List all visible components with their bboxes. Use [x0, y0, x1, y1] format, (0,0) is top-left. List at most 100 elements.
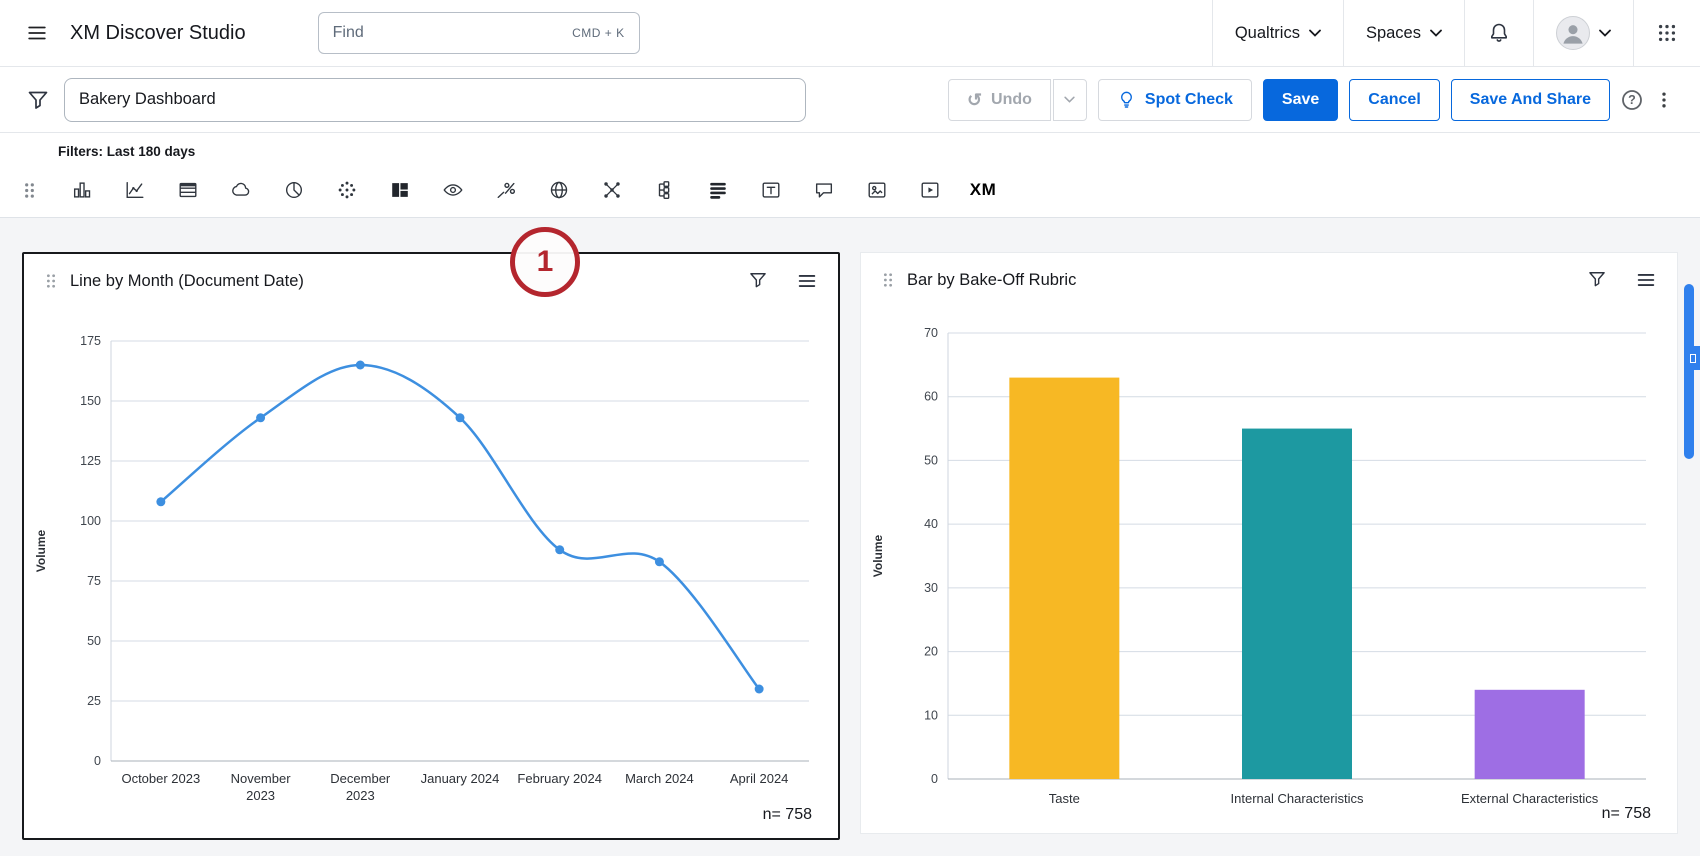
panel-toggle-icon	[1690, 353, 1696, 363]
edit-bar: ↺ Undo Spot Check Save Cancel Save And S…	[0, 67, 1700, 133]
undo-label: Undo	[991, 90, 1032, 108]
widget-filter-icon[interactable]	[748, 270, 768, 292]
svg-text:60: 60	[924, 390, 938, 404]
spot-check-button[interactable]: Spot Check	[1097, 78, 1252, 121]
apps-grid-button[interactable]	[1633, 0, 1700, 66]
scrollbar-thumb[interactable]	[1684, 284, 1694, 459]
svg-text:150: 150	[80, 394, 101, 408]
cancel-label: Cancel	[1368, 90, 1421, 108]
svg-text:50: 50	[924, 453, 938, 467]
sample-size-label: n= 758	[1601, 805, 1651, 822]
svg-text:November: November	[231, 771, 292, 786]
image-widget-icon[interactable]	[864, 177, 890, 203]
filters-row: Filters: Last 180 days	[0, 133, 1700, 169]
panel-toggle-tab[interactable]	[1686, 346, 1700, 370]
word-cloud-icon[interactable]	[228, 177, 254, 203]
pie-chart-icon[interactable]	[281, 177, 307, 203]
bell-icon	[1491, 23, 1507, 42]
svg-text:40: 40	[924, 517, 938, 531]
widget-bar-by-rubric[interactable]: Bar by Bake-Off Rubric 0 10 20 30 40 50 60 70 Vo…	[860, 252, 1678, 834]
spaces-label: Spaces	[1365, 23, 1421, 42]
svg-text:Taste: Taste	[1049, 791, 1080, 806]
widget-line-by-month[interactable]: Line by Month (Document Date) 0 25 50 75 100…	[22, 252, 840, 840]
svg-text:175: 175	[80, 334, 101, 348]
kebab-icon	[1662, 92, 1666, 107]
action-buttons: ↺ Undo Spot Check Save Cancel Save And S…	[947, 78, 1610, 121]
bar-chart: 0 10 20 30 40 50 60 70 Volume Taste Internal Chara…	[871, 326, 1646, 806]
account-menu[interactable]	[1533, 0, 1633, 66]
line-chart: 0 25 50 75 100 125 150 175 Volume October 2023 Nov…	[34, 334, 809, 803]
top-right-nav: Qualtrics Spaces	[1211, 0, 1700, 66]
save-button[interactable]: Save	[1262, 78, 1339, 121]
svg-text:0: 0	[931, 772, 938, 786]
chevron-down-icon	[1430, 29, 1442, 37]
hierarchy-icon[interactable]	[652, 177, 678, 203]
svg-text:125: 125	[80, 454, 101, 468]
svg-text:January 2024: January 2024	[421, 771, 500, 786]
svg-text:Volume: Volume	[871, 534, 885, 577]
column-chart-icon[interactable]	[69, 177, 95, 203]
table-icon[interactable]	[175, 177, 201, 203]
help-icon: ?	[1622, 89, 1642, 110]
qualtrics-menu[interactable]: Qualtrics	[1211, 0, 1343, 66]
rows-icon[interactable]	[705, 177, 731, 203]
undo-button[interactable]: ↺ Undo	[947, 78, 1051, 121]
widget-filter-icon[interactable]	[1587, 269, 1607, 291]
text-box-icon[interactable]	[758, 177, 784, 203]
more-options-button[interactable]	[1654, 89, 1674, 111]
save-and-share-button[interactable]: Save And Share	[1450, 78, 1610, 121]
widget-title: Bar by Bake-Off Rubric	[907, 270, 1077, 289]
widget-header: Bar by Bake-Off Rubric	[861, 253, 1677, 307]
undo-icon: ↺	[966, 89, 983, 110]
widget-actions	[1587, 269, 1657, 291]
undo-history-button[interactable]	[1052, 78, 1087, 121]
spaces-menu[interactable]: Spaces	[1342, 0, 1464, 66]
svg-text:October 2023: October 2023	[121, 771, 200, 786]
chevron-down-icon	[1599, 29, 1611, 37]
svg-text:?: ?	[1628, 93, 1636, 107]
find-search[interactable]: Find CMD + K	[317, 12, 640, 54]
svg-text:December: December	[330, 771, 391, 786]
avatar	[1556, 16, 1590, 50]
widget-toolbar: XM	[0, 169, 1700, 218]
filters-summary[interactable]: Filters: Last 180 days	[58, 143, 196, 159]
step-annotation-1: 1	[510, 227, 580, 297]
toolbar-grip-icon[interactable]	[16, 177, 42, 203]
eye-icon[interactable]	[440, 177, 466, 203]
line-chart-icon[interactable]	[122, 177, 148, 203]
svg-text:100: 100	[80, 514, 101, 528]
svg-text:2023: 2023	[246, 788, 275, 803]
widget-menu-icon[interactable]	[796, 270, 818, 292]
help-button[interactable]: ?	[1620, 88, 1644, 112]
svg-text:70: 70	[924, 326, 938, 340]
dashboard-name-input[interactable]	[64, 77, 806, 122]
widget-menu-icon[interactable]	[1635, 269, 1657, 291]
globe-icon[interactable]	[546, 177, 572, 203]
xm-widget-icon[interactable]: XM	[970, 177, 996, 203]
svg-text:April 2024: April 2024	[730, 771, 789, 786]
spot-check-label: Spot Check	[1144, 90, 1233, 108]
menu-icon[interactable]	[18, 14, 56, 52]
scatter-icon[interactable]	[334, 177, 360, 203]
widget-drag-handle-icon[interactable]	[881, 271, 895, 289]
save-label: Save	[1281, 90, 1320, 108]
treemap-icon[interactable]	[387, 177, 413, 203]
cancel-button[interactable]: Cancel	[1349, 78, 1440, 121]
dashboard-filter-icon[interactable]	[26, 88, 50, 112]
network-icon[interactable]	[599, 177, 625, 203]
svg-text:2023: 2023	[346, 788, 375, 803]
save-and-share-label: Save And Share	[1469, 90, 1591, 108]
notifications-button[interactable]	[1464, 0, 1533, 66]
app-title: XM Discover Studio	[70, 21, 246, 44]
apps-grid-icon	[1658, 24, 1676, 42]
svg-text:February 2024: February 2024	[517, 771, 602, 786]
callout-icon[interactable]	[811, 177, 837, 203]
svg-text:March 2024: March 2024	[625, 771, 694, 786]
video-widget-icon[interactable]	[917, 177, 943, 203]
svg-text:50: 50	[87, 634, 101, 648]
widget-drag-handle-icon[interactable]	[44, 272, 58, 290]
svg-text:Volume: Volume	[34, 529, 48, 572]
chevron-down-icon	[1309, 29, 1321, 37]
svg-text:External Characteristics: External Characteristics	[1461, 791, 1599, 806]
metric-trend-icon[interactable]	[493, 177, 519, 203]
